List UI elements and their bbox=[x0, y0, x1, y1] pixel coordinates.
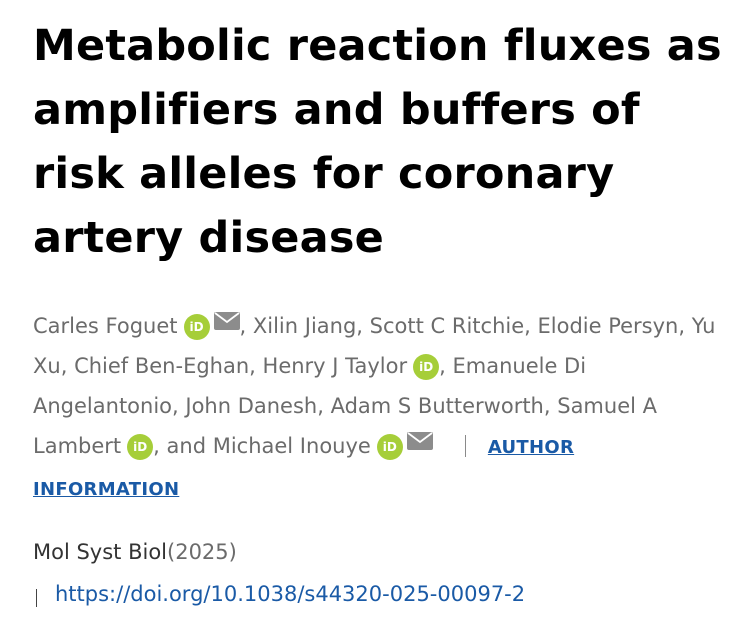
author-separator: , bbox=[249, 354, 263, 378]
author-name[interactable]: John Danesh bbox=[185, 394, 318, 418]
author-separator: , bbox=[524, 314, 538, 338]
orcid-icon[interactable]: iD bbox=[376, 434, 403, 460]
orcid-icon[interactable]: iD bbox=[183, 314, 210, 340]
author-name[interactable]: Chief Ben-Eghan bbox=[74, 354, 250, 378]
separator-bar bbox=[464, 435, 466, 457]
envelope-icon[interactable] bbox=[406, 432, 433, 450]
author-separator: , bbox=[317, 394, 331, 418]
author-name[interactable]: Michael Inouye bbox=[212, 434, 371, 458]
journal-year: (2025) bbox=[167, 540, 237, 564]
journal-citation: Mol Syst Biol(2025) bbox=[33, 540, 237, 564]
envelope-icon[interactable] bbox=[213, 312, 240, 330]
author-separator: , bbox=[60, 354, 75, 378]
orcid-icon[interactable]: iD bbox=[127, 434, 154, 460]
doi-row: https://doi.org/10.1038/s44320-025-00097… bbox=[36, 582, 525, 607]
author-name[interactable]: Samuel A Lambert bbox=[33, 394, 657, 458]
author-separator: , bbox=[439, 354, 453, 378]
journal-name: Mol Syst Biol bbox=[33, 540, 168, 564]
orcid-icon[interactable]: iD bbox=[413, 354, 440, 380]
author-separator: , bbox=[239, 314, 253, 338]
author-name[interactable]: Yu Xu bbox=[33, 314, 716, 378]
author-separator: , bbox=[153, 434, 167, 458]
author-separator: , bbox=[678, 314, 692, 338]
separator-bar bbox=[36, 589, 37, 607]
author-separator: , bbox=[172, 394, 186, 418]
author-name[interactable]: Elodie Persyn bbox=[537, 314, 679, 338]
author-list: Carles Foguet iD, Xilin Jiang, Scott C Ri… bbox=[33, 306, 723, 510]
author-name[interactable]: Henry J Taylor bbox=[262, 354, 408, 378]
author-name[interactable]: Xilin Jiang bbox=[252, 314, 357, 338]
author-conjunction: and bbox=[166, 434, 213, 458]
author-separator: , bbox=[356, 314, 370, 338]
author-name[interactable]: Emanuele Di Angelantonio bbox=[33, 354, 587, 418]
article-title: Metabolic reaction fluxes as amplifiers … bbox=[33, 21, 722, 263]
doi-link[interactable]: https://doi.org/10.1038/s44320-025-00097… bbox=[55, 582, 526, 606]
author-information-link[interactable]: AUTHOR INFORMATION bbox=[33, 437, 575, 500]
author-name[interactable]: Carles Foguet bbox=[33, 314, 178, 338]
author-name[interactable]: Scott C Ritchie bbox=[369, 314, 525, 338]
author-name[interactable]: Adam S Butterworth bbox=[330, 394, 544, 418]
author-separator: , bbox=[543, 394, 558, 418]
